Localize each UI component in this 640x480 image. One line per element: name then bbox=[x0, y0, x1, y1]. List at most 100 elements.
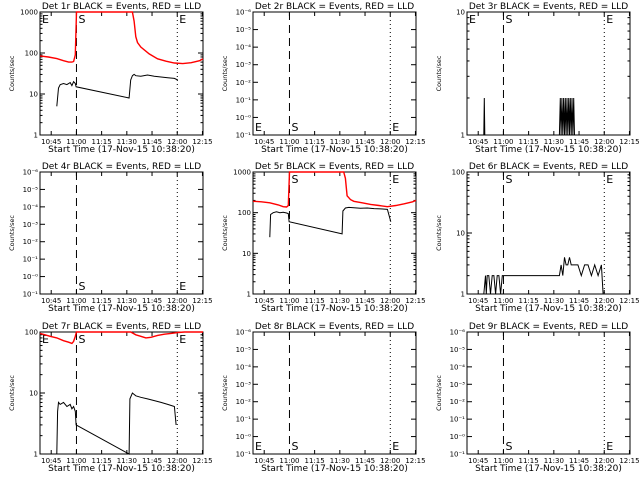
y-tick-label: 10⁻² bbox=[23, 238, 39, 246]
y-tick-label: 1000 bbox=[20, 9, 38, 17]
x-tick-label: 11:45 bbox=[569, 457, 589, 465]
x-tick-label: 11:45 bbox=[355, 138, 375, 146]
y-tick-label: 1 bbox=[34, 451, 38, 459]
end-marker-label: E bbox=[179, 13, 186, 26]
x-tick-label: 11:45 bbox=[355, 297, 375, 305]
y-tick-label: 100 bbox=[25, 329, 38, 337]
y-axis-label: Counts/sec bbox=[435, 55, 443, 91]
x-tick-label: 11:15 bbox=[519, 457, 539, 465]
x-tick-label: 12:15 bbox=[619, 457, 639, 465]
x-tick-label: 10:45 bbox=[41, 297, 61, 305]
x-tick-label: 10:45 bbox=[41, 138, 61, 146]
end-marker-label: E bbox=[255, 121, 262, 134]
y-tick-label: 10⁻⁶ bbox=[236, 9, 252, 17]
y-tick-label: 1 bbox=[34, 132, 38, 140]
x-tick-label: 11:30 bbox=[330, 138, 350, 146]
end-marker-label: E bbox=[179, 333, 186, 346]
y-tick-label: 10⁻¹ bbox=[236, 96, 252, 104]
y-tick-label: 10⁻¹ bbox=[23, 256, 39, 264]
y-tick-label: 10⁻³ bbox=[450, 381, 466, 389]
y-tick-label: 10 bbox=[456, 230, 465, 238]
x-tick-label: 11:30 bbox=[117, 138, 137, 146]
x-tick-label: 12:00 bbox=[167, 297, 187, 305]
start-marker-label: S bbox=[505, 173, 512, 186]
x-tick-label: 11:15 bbox=[519, 138, 539, 146]
y-tick-label: 10 bbox=[29, 91, 38, 99]
x-tick-label: 11:15 bbox=[519, 297, 539, 305]
y-tick-label: 10 bbox=[29, 390, 38, 398]
y-tick-label: 10⁻¹ bbox=[236, 451, 252, 459]
y-tick-label: 10⁻⁰ bbox=[236, 114, 252, 122]
x-tick-label: 12:00 bbox=[380, 138, 400, 146]
y-tick-label: 10⁻⁶ bbox=[450, 329, 466, 337]
y-tick-label: 10⁻⁶ bbox=[236, 329, 252, 337]
x-tick-label: 12:00 bbox=[167, 138, 187, 146]
x-tick-label: 12:15 bbox=[405, 138, 425, 146]
end-marker-label: E bbox=[42, 333, 49, 346]
panel-title: Det 8r BLACK = Events, RED = LLD bbox=[255, 322, 414, 332]
x-tick-label: 11:00 bbox=[66, 138, 86, 146]
y-tick-label: 10⁻⁵ bbox=[236, 26, 252, 34]
panel-title: Det 2r BLACK = Events, RED = LLD bbox=[255, 2, 414, 12]
x-tick-label: 10:45 bbox=[468, 457, 488, 465]
end-marker-label: E bbox=[606, 440, 613, 453]
y-tick-label: 100 bbox=[452, 169, 465, 177]
panel-det-9: Det 9r BLACK = Events, RED = LLD 10:45 11:… bbox=[435, 322, 640, 474]
end-marker-label: E bbox=[606, 173, 613, 186]
y-tick-label: 10⁻³ bbox=[236, 381, 252, 389]
x-tick-label: 11:15 bbox=[305, 297, 325, 305]
start-marker-label: S bbox=[78, 13, 85, 26]
plot-frame bbox=[252, 331, 417, 455]
end-marker-label: E bbox=[42, 13, 49, 26]
y-tick-label: 10⁻² bbox=[236, 79, 252, 87]
x-tick-label: 11:00 bbox=[66, 457, 86, 465]
x-tick-label: 12:00 bbox=[594, 297, 614, 305]
y-tick-label: 10⁻³ bbox=[23, 221, 39, 229]
x-tick-label: 12:15 bbox=[192, 138, 212, 146]
plot-frame bbox=[252, 11, 417, 136]
end-marker-label: E bbox=[392, 173, 399, 186]
x-tick-label: 11:30 bbox=[544, 138, 564, 146]
panel-title: Det 9r BLACK = Events, RED = LLD bbox=[469, 322, 628, 332]
x-tick-label: 10:45 bbox=[254, 457, 274, 465]
y-axis-label: Counts/sec bbox=[221, 55, 229, 91]
panel-title: Det 1r BLACK = Events, RED = LLD bbox=[42, 2, 201, 12]
x-tick-label: 11:15 bbox=[92, 138, 112, 146]
y-tick-label: 10⁻² bbox=[450, 398, 466, 406]
y-tick-label: 10⁻¹ bbox=[236, 132, 252, 140]
y-tick-label: 10⁻¹ bbox=[450, 416, 466, 424]
x-axis-label: Start Time (17-Nov-15 10:38:20) bbox=[261, 145, 408, 155]
x-tick-label: 10:45 bbox=[41, 457, 61, 465]
y-tick-label: 10⁻¹ bbox=[450, 451, 466, 459]
panel-det-8: Det 8r BLACK = Events, RED = LLD 10:45 11:… bbox=[221, 322, 426, 474]
y-tick-label: 10⁻⁴ bbox=[236, 44, 252, 52]
x-axis-label: Start Time (17-Nov-15 10:38:20) bbox=[48, 304, 195, 314]
panel-title: Det 4r BLACK = Events, RED = LLD bbox=[42, 162, 201, 172]
x-tick-label: 11:00 bbox=[279, 138, 299, 146]
x-tick-label: 11:45 bbox=[142, 457, 162, 465]
events-series-line bbox=[56, 392, 177, 455]
end-marker-label: E bbox=[392, 440, 399, 453]
x-tick-label: 11:00 bbox=[493, 138, 513, 146]
panel-det-6: Det 6r BLACK = Events, RED = LLD 10:45 11:… bbox=[435, 162, 640, 314]
x-tick-label: 11:30 bbox=[330, 297, 350, 305]
panel-det-5: Det 5r BLACK = Events, RED = LLD 10:45 11:… bbox=[221, 162, 426, 314]
x-axis-label: Start Time (17-Nov-15 10:38:20) bbox=[261, 464, 408, 474]
panel-title: Det 3r BLACK = Events, RED = LLD bbox=[469, 2, 628, 12]
x-tick-label: 12:15 bbox=[405, 457, 425, 465]
x-tick-label: 11:45 bbox=[569, 297, 589, 305]
end-marker-label: E bbox=[469, 13, 476, 26]
x-tick-label: 11:15 bbox=[305, 138, 325, 146]
plot-frame bbox=[39, 331, 204, 455]
x-tick-label: 11:45 bbox=[355, 457, 375, 465]
y-tick-label: 10 bbox=[242, 250, 251, 258]
x-tick-label: 12:15 bbox=[192, 297, 212, 305]
y-axis-label: Counts/sec bbox=[8, 215, 16, 251]
y-axis-label: Counts/sec bbox=[435, 375, 443, 411]
x-tick-label: 12:15 bbox=[192, 457, 212, 465]
events-series-line bbox=[483, 257, 604, 295]
y-tick-label: 10⁻⁰ bbox=[450, 433, 466, 441]
x-tick-label: 10:45 bbox=[468, 297, 488, 305]
y-tick-label: 1 bbox=[461, 291, 465, 299]
